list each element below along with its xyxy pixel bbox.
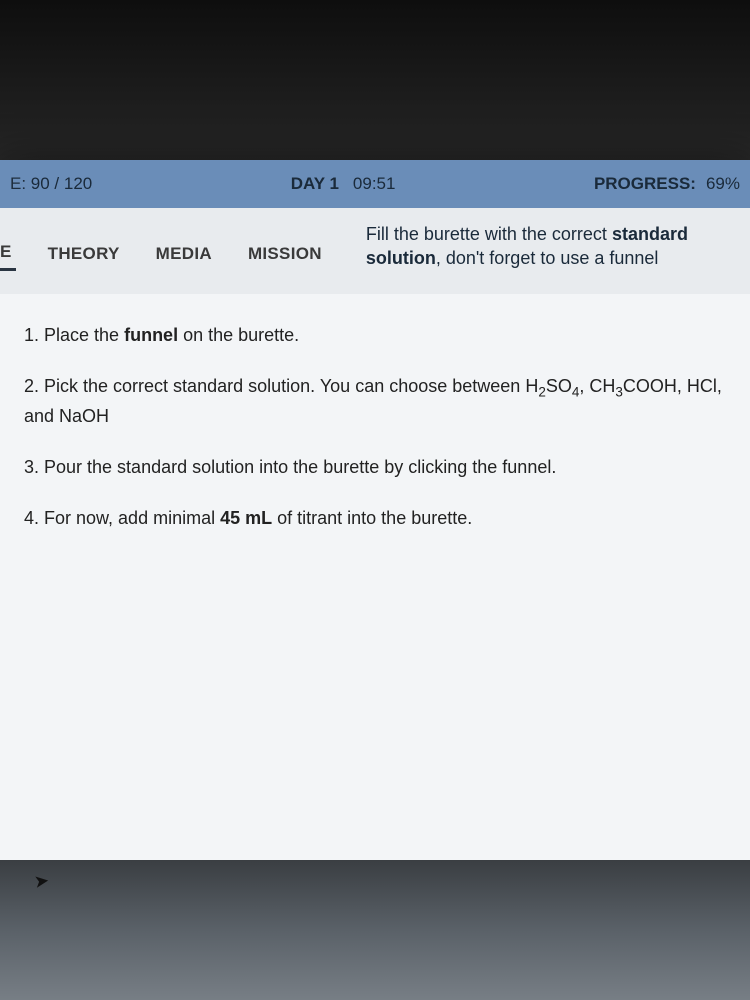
s4-post: of titrant into the burette. <box>272 508 472 528</box>
step-2: 2. Pick the correct standard solution. Y… <box>24 373 726 430</box>
score-display: E: 90 / 120 <box>10 174 92 194</box>
s1-post: on the burette. <box>178 325 299 345</box>
s2-mid2: , CH <box>579 376 615 396</box>
content-panel: 1. Place the funnel on the burette. 2. P… <box>0 294 750 860</box>
progress-display: PROGRESS: 69% <box>594 174 740 194</box>
progress-label: PROGRESS: <box>594 174 696 194</box>
photo-frame: E: 90 / 120 DAY 1 09:51 PROGRESS: 69% E … <box>0 0 750 1000</box>
score-value: 90 / 120 <box>31 174 92 193</box>
secondary-row: E THEORY MEDIA MISSION Fill the burette … <box>0 208 750 286</box>
status-center: DAY 1 09:51 <box>92 174 594 194</box>
s4-bold: 45 mL <box>220 508 272 528</box>
frame-bottom-light <box>0 860 750 1000</box>
s2-pre: 2. Pick the correct standard solution. Y… <box>24 376 538 396</box>
tab-theory[interactable]: THEORY <box>44 238 124 270</box>
status-bar: E: 90 / 120 DAY 1 09:51 PROGRESS: 69% <box>0 160 750 208</box>
app-window: E: 90 / 120 DAY 1 09:51 PROGRESS: 69% E … <box>0 160 750 860</box>
instr-suf: , don't forget to use a funnel <box>436 248 659 268</box>
step-4: 4. For now, add minimal 45 mL of titrant… <box>24 505 726 532</box>
time-display: 09:51 <box>353 174 396 194</box>
tab-partial-left[interactable]: E <box>0 236 16 271</box>
tab-mission[interactable]: MISSION <box>244 238 326 270</box>
tab-bar: E THEORY MEDIA MISSION <box>0 208 348 281</box>
score-prefix: E: <box>10 174 26 193</box>
s2-sub1: 2 <box>538 385 546 400</box>
instr-pre: Fill the burette with the correct <box>366 224 612 244</box>
step-3: 3. Pour the standard solution into the b… <box>24 454 726 481</box>
s2-sub3: 3 <box>615 385 623 400</box>
top-instruction: Fill the burette with the correct standa… <box>348 208 750 281</box>
s1-pre: 1. Place the <box>24 325 124 345</box>
frame-top-dark <box>0 0 750 160</box>
s4-pre: 4. For now, add minimal <box>24 508 220 528</box>
day-label: DAY 1 <box>291 174 339 194</box>
step-1: 1. Place the funnel on the burette. <box>24 322 726 349</box>
s1-bold: funnel <box>124 325 178 345</box>
tab-media[interactable]: MEDIA <box>152 238 216 270</box>
progress-value: 69% <box>706 174 740 194</box>
s2-mid1: SO <box>546 376 572 396</box>
